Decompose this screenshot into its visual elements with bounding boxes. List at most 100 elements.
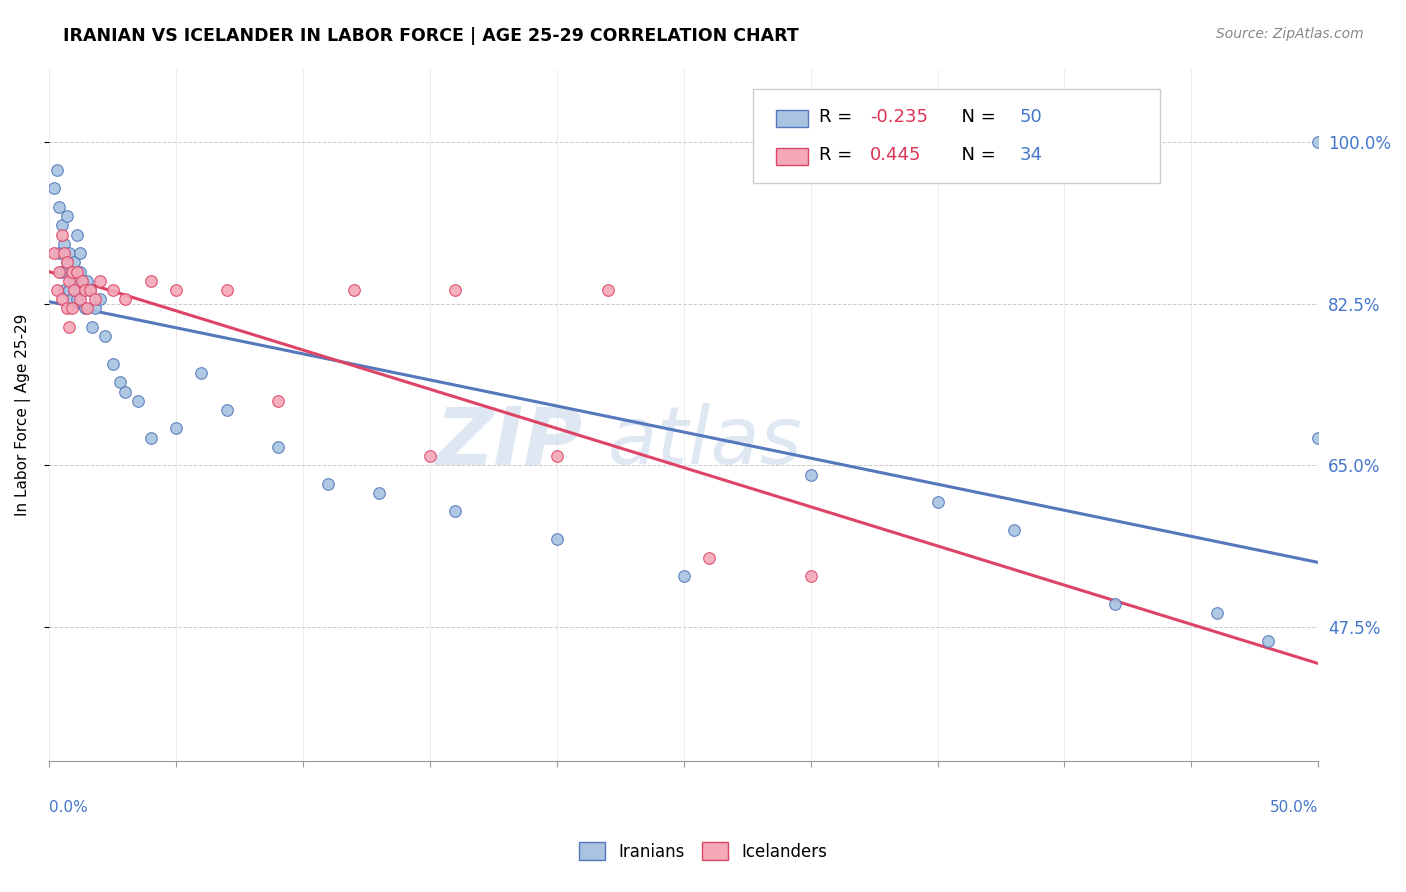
Point [800,569,823,583]
Text: 50.0%: 50.0% [1270,799,1319,814]
Point [127,393,149,408]
Y-axis label: In Labor Force | Age 25-29: In Labor Force | Age 25-29 [15,313,31,516]
Point [697,550,720,565]
Point [79,283,101,297]
Text: 34: 34 [1019,146,1043,164]
Point [66,264,89,278]
Point [114,384,136,399]
Text: N =: N = [950,108,1001,126]
Point [44,181,66,195]
Point [89,274,111,288]
Point [1205,606,1227,620]
Point [66,292,89,306]
Point [48,264,70,278]
Point [1308,136,1330,150]
Point [76,274,98,288]
Point [53,236,76,251]
Point [546,532,568,546]
Point [51,264,73,278]
Point [58,283,80,297]
Point [56,255,79,269]
Point [114,292,136,306]
Point [60,301,83,316]
Point [63,274,86,288]
Point [215,283,238,297]
Point [94,329,117,343]
Point [165,283,187,297]
Text: 0.0%: 0.0% [49,799,87,814]
FancyBboxPatch shape [754,89,1160,183]
Point [343,283,366,297]
Text: R =: R = [820,146,865,164]
Point [73,301,96,316]
Point [56,255,79,269]
Point [165,421,187,435]
Point [139,274,162,288]
Point [69,246,91,260]
Point [266,393,288,408]
Text: atlas: atlas [607,403,803,482]
Text: IRANIAN VS ICELANDER IN LABOR FORCE | AGE 25-29 CORRELATION CHART: IRANIAN VS ICELANDER IN LABOR FORCE | AG… [63,27,799,45]
Text: R =: R = [820,108,859,126]
Point [53,246,76,260]
Point [76,301,98,316]
Point [108,376,131,390]
Point [444,283,467,297]
Point [58,246,80,260]
Point [51,292,73,306]
Text: 0.445: 0.445 [870,146,922,164]
Point [1002,523,1025,537]
Point [190,366,212,380]
Text: Source: ZipAtlas.com: Source: ZipAtlas.com [1216,27,1364,41]
Point [1308,431,1330,445]
Point [63,283,86,297]
Point [51,227,73,242]
Point [83,301,105,316]
Point [60,264,83,278]
Point [69,292,91,306]
Point [48,246,70,260]
Bar [776,148,808,165]
Point [419,449,441,463]
Bar [776,110,808,128]
Point [45,283,67,297]
Point [51,219,73,233]
Point [69,264,91,278]
Point [1104,597,1126,611]
Point [45,163,67,178]
Point [1256,633,1278,648]
Text: 50: 50 [1019,108,1043,126]
Point [83,292,105,306]
Text: N =: N = [950,146,1001,164]
Point [101,357,124,371]
Point [73,283,96,297]
Legend: Iranians, Icelanders: Iranians, Icelanders [572,836,834,868]
Point [56,301,79,316]
Point [63,255,86,269]
Point [44,246,66,260]
Point [546,449,568,463]
Point [266,440,288,454]
Text: ZIP: ZIP [434,403,582,482]
Point [79,283,101,297]
Point [56,209,79,223]
Point [70,283,93,297]
Point [139,431,162,445]
Point [215,403,238,417]
Point [927,495,949,509]
Point [66,227,89,242]
Point [101,283,124,297]
Point [60,264,83,278]
Point [596,283,619,297]
Point [368,486,391,500]
Point [89,292,111,306]
Point [70,274,93,288]
Point [82,320,104,334]
Point [58,320,80,334]
Point [800,467,823,482]
Point [316,476,339,491]
Point [58,274,80,288]
Point [444,504,467,518]
Point [48,200,70,214]
Point [60,292,83,306]
